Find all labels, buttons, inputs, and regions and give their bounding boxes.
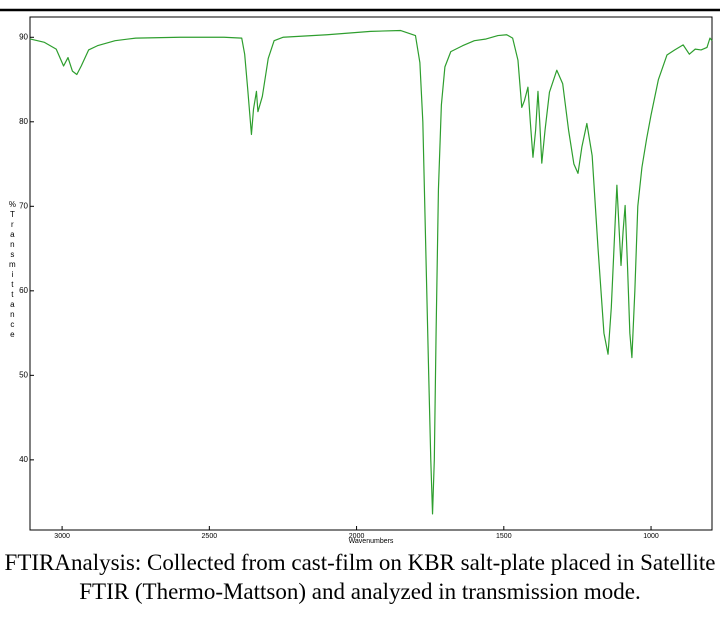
spectrum-line — [29, 29, 713, 515]
y-tick-label: 60 — [19, 286, 28, 295]
x-axis-label: Wavenumbers — [349, 538, 394, 545]
y-tick-label: 80 — [19, 117, 28, 126]
chart: %Transmittance Wavenumbers 40 50 60 70 80 90 3… — [0, 8, 720, 545]
x-tick-label: 1000 — [643, 533, 659, 540]
y-tick-label: 50 — [19, 370, 28, 379]
y-axis-label: %Transmittance — [8, 200, 17, 340]
y-tick-label: 40 — [19, 455, 28, 464]
y-tick-label: 70 — [19, 201, 28, 210]
caption: FTIRAnalysis: Collected from cast-film o… — [4, 550, 716, 604]
x-tick-label: 3000 — [54, 533, 70, 540]
x-tick-label: 1500 — [496, 533, 512, 540]
plot-frame — [29, 16, 713, 531]
y-tick-label: 90 — [19, 32, 28, 41]
x-tick-label: 2000 — [349, 533, 365, 540]
x-tick-label: 2500 — [202, 533, 218, 540]
